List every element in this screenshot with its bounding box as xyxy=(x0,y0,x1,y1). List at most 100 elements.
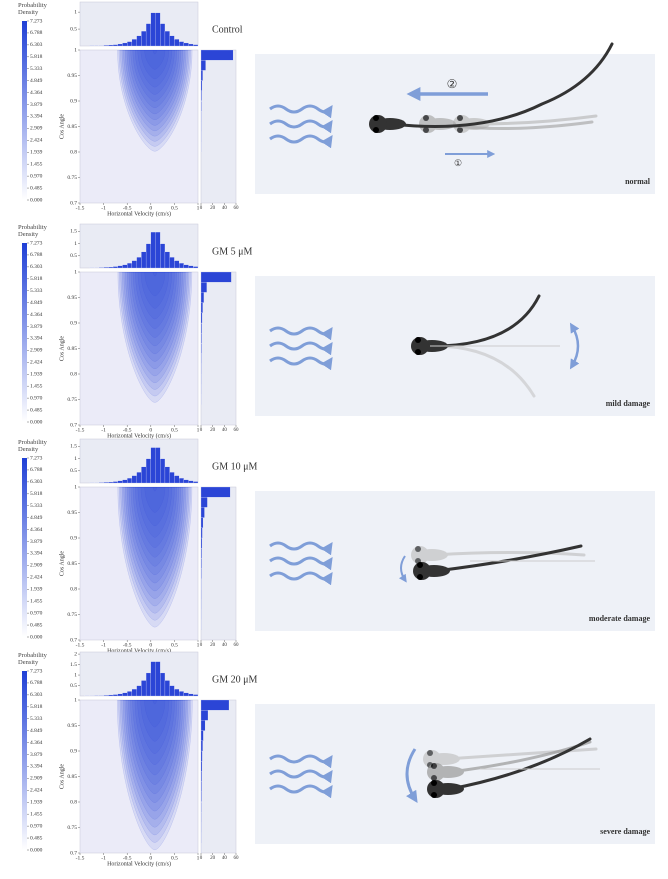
hist-bar xyxy=(113,695,118,696)
hist-bar xyxy=(165,252,170,268)
hist-bar xyxy=(201,518,203,528)
x-tick-label: 0.5 xyxy=(171,427,178,433)
hist-background xyxy=(201,50,236,203)
colorbar-tick-label: 6.788 xyxy=(30,680,43,686)
hist-bar xyxy=(201,50,233,60)
colorbar-tick-label: 0.000 xyxy=(30,847,43,853)
colorbar-tick-label: 4.364 xyxy=(30,312,43,318)
colorbar-tick-label: 4.849 xyxy=(30,728,43,734)
x-tick-label: 0 xyxy=(149,855,152,861)
hist-bar xyxy=(146,24,151,46)
hist-bar xyxy=(201,292,204,302)
x-tick-label: 40 xyxy=(222,856,228,861)
hist-bar xyxy=(141,467,146,483)
panel-title: GM 5 μM xyxy=(212,246,252,257)
fish-eye xyxy=(431,763,437,769)
y-tick-label: 0.5 xyxy=(70,253,77,259)
hist-bar xyxy=(141,252,146,268)
y-tick-label: 1 xyxy=(74,241,77,247)
y-tick-label: 1 xyxy=(74,47,77,53)
y-tick-label: 1 xyxy=(74,9,77,15)
colorbar-tick-label: 3.394 xyxy=(30,764,43,770)
hist-bar xyxy=(137,257,142,268)
colorbar-tick-label: 1.939 xyxy=(30,150,43,156)
figure: Probability Density7.2736.7886.3035.8185… xyxy=(0,0,668,874)
hist-bar xyxy=(137,36,142,46)
hist-bar xyxy=(201,81,202,91)
y-tick-label: 0.8 xyxy=(70,799,77,805)
hist-bar xyxy=(201,558,202,568)
hist-bar xyxy=(156,13,161,46)
hist-bar xyxy=(113,45,118,46)
hist-bar xyxy=(201,528,202,538)
x-tick-label: 0 xyxy=(200,428,203,433)
step-label: ① xyxy=(454,158,462,168)
y-tick-label: 0.95 xyxy=(67,73,77,79)
hist-bar xyxy=(118,266,123,268)
y-tick-label: 0.7 xyxy=(70,637,77,643)
panel-title: Control xyxy=(212,24,243,35)
colorbar-tick-label: 1.939 xyxy=(30,587,43,593)
y-tick-label: 0.9 xyxy=(70,320,77,326)
hist-bar xyxy=(201,333,202,343)
fish-eye xyxy=(417,562,423,568)
hist-bar xyxy=(170,36,175,46)
y-tick-label: 1.5 xyxy=(70,229,77,235)
hist-bar xyxy=(184,693,189,696)
hist-bar xyxy=(174,261,179,268)
colorbar-tick-label: 2.424 xyxy=(30,788,43,794)
hist-bar xyxy=(108,695,113,696)
y-tick-label: 0.85 xyxy=(67,124,77,130)
x-tick-label: 20 xyxy=(210,206,216,211)
fish-eye xyxy=(457,115,463,121)
x-tick-label: -0.5 xyxy=(123,642,132,648)
colorbar-tick-label: 3.879 xyxy=(30,539,43,545)
hist-bar xyxy=(151,13,156,46)
colorbar-tick-label: 0.000 xyxy=(30,197,43,203)
hist-bar xyxy=(193,482,198,483)
y-tick-label: 1 xyxy=(74,672,77,678)
y-tick-label: 0.85 xyxy=(67,346,77,352)
hist-bar xyxy=(141,680,146,696)
y-tick-label: 0.85 xyxy=(67,561,77,567)
colorbar-tick-label: 2.909 xyxy=(30,776,43,782)
colorbar-tick-label: 5.818 xyxy=(30,704,43,710)
fish-eye xyxy=(417,574,423,580)
colorbar xyxy=(22,458,27,637)
colorbar-label-box: Probability Density xyxy=(18,224,68,242)
hist-bar xyxy=(174,689,179,696)
colorbar-tick-label: 4.849 xyxy=(30,515,43,521)
colorbar-tick-label: 6.303 xyxy=(30,264,43,270)
hist-bar xyxy=(201,720,205,730)
hist-bar xyxy=(104,482,109,483)
hist-bar xyxy=(201,782,202,792)
colorbar-tick-label: 3.879 xyxy=(30,102,43,108)
y-tick-label: 0.85 xyxy=(67,774,77,780)
hist-bar xyxy=(179,263,184,268)
x-tick-label: 40 xyxy=(222,643,228,648)
colorbar-tick-label: 0.970 xyxy=(30,395,43,401)
fish-eye xyxy=(427,750,433,756)
colorbar-tick-label: 5.333 xyxy=(30,66,43,72)
panel: Probability Density7.2736.7886.3035.8185… xyxy=(18,651,655,867)
panel: Probability Density7.2736.7886.3035.8185… xyxy=(18,224,655,439)
fish-eye xyxy=(373,127,379,133)
colorbar-tick-label: 3.394 xyxy=(30,336,43,342)
hist-bar xyxy=(160,244,165,268)
y-tick-label: 1 xyxy=(74,697,77,703)
hist-bar xyxy=(170,257,175,268)
x-tick-label: 60 xyxy=(234,206,240,211)
x-tick-label: 0 xyxy=(200,643,203,648)
y-tick-label: 1.5 xyxy=(70,662,77,668)
hist-bar xyxy=(201,323,202,333)
damage-label: mild damage xyxy=(606,399,651,408)
hist-bar xyxy=(146,244,151,268)
x-tick-label: 0.5 xyxy=(171,205,178,211)
y-axis-label: Cos Angle xyxy=(59,114,65,140)
x-tick-label: -0.5 xyxy=(123,205,132,211)
panel-title: GM 10 μM xyxy=(212,461,257,472)
colorbar-tick-label: 0.000 xyxy=(30,419,43,425)
fish-eye xyxy=(415,337,421,343)
hist-bar xyxy=(174,39,179,46)
x-tick-label: 20 xyxy=(210,428,216,433)
